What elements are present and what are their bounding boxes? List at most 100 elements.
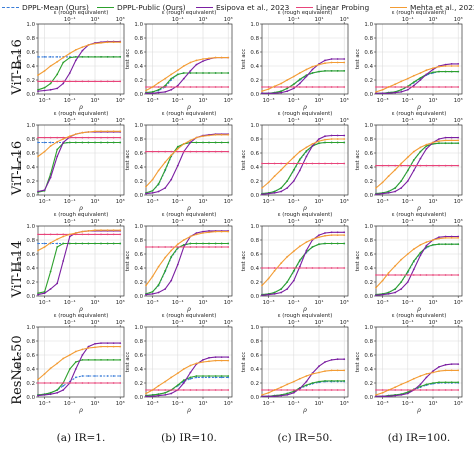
y-tick-label: 0.2 — [134, 280, 143, 286]
data-point — [419, 72, 422, 74]
data-point — [419, 150, 422, 153]
data-point — [37, 242, 39, 245]
data-point — [267, 181, 270, 184]
y-tick-label: 1.0 — [364, 123, 373, 129]
top-tick-label: 10¹ — [428, 218, 437, 225]
top-axis-label: ε (rough equivalent) — [54, 111, 109, 117]
data-point — [450, 139, 453, 142]
data-point — [419, 383, 422, 386]
data-point — [208, 246, 210, 248]
series-line — [37, 141, 121, 193]
top-tick-label: 10⁻¹ — [172, 117, 184, 124]
data-point — [412, 81, 415, 83]
data-point — [336, 389, 339, 391]
data-point — [100, 56, 102, 58]
data-point — [170, 154, 173, 157]
top-axis-label: ε (rough equivalent) — [162, 212, 217, 218]
y-tick-label: 0.4 — [134, 367, 143, 373]
data-point — [170, 178, 173, 181]
data-point — [74, 350, 77, 353]
data-point — [438, 370, 440, 372]
data-point — [324, 86, 326, 88]
data-point — [68, 242, 71, 245]
data-point — [157, 88, 160, 91]
data-point — [375, 395, 377, 398]
data-point — [419, 146, 422, 149]
data-point — [336, 70, 339, 72]
legend-label: DPPL-Mean (Ours) — [22, 2, 89, 12]
data-point — [330, 70, 333, 72]
data-point — [49, 80, 52, 83]
data-point — [412, 260, 415, 262]
data-point — [112, 41, 115, 44]
top-tick-label: 10³ — [116, 319, 125, 326]
data-point — [394, 274, 397, 276]
data-point — [145, 89, 147, 92]
series-line — [145, 231, 229, 286]
data-point — [151, 91, 154, 93]
data-point — [305, 86, 308, 88]
data-point — [280, 86, 283, 88]
x-tick-label: 10¹ — [198, 400, 207, 407]
data-point — [311, 373, 314, 375]
data-point — [56, 56, 59, 58]
data-point — [261, 193, 263, 196]
data-point — [56, 87, 59, 90]
data-point — [450, 86, 453, 88]
data-point — [227, 389, 230, 391]
data-point — [119, 80, 122, 83]
data-point — [145, 395, 147, 398]
data-point — [387, 86, 390, 88]
data-point — [406, 169, 409, 172]
data-point — [220, 242, 223, 245]
data-point — [81, 136, 84, 139]
chart-panel: 0.0 0.2 0.4 0.6 0.8 1.0 10⁻³ 10⁻¹ 10¹ 10³ 10⁻¹ 10¹ 1… — [241, 313, 349, 414]
data-point — [119, 41, 122, 44]
data-point — [182, 72, 185, 74]
legend-label: Esipova et al., 2023 — [216, 2, 290, 12]
y-axis-label: test acc — [355, 150, 361, 171]
y-tick-label: 1.0 — [134, 123, 143, 129]
data-point — [202, 150, 204, 153]
x-axis-label: ρ — [302, 205, 307, 212]
data-point — [273, 291, 276, 294]
data-point — [170, 376, 173, 379]
top-axis-label: ε (rough equivalent) — [392, 212, 447, 218]
legend-swatch — [196, 6, 213, 8]
data-point — [151, 178, 154, 181]
data-point — [273, 85, 276, 88]
x-tick-label: 10³ — [340, 198, 349, 205]
data-point — [68, 368, 71, 370]
data-point — [305, 155, 308, 158]
data-point — [37, 74, 39, 76]
data-point — [286, 394, 289, 396]
top-tick-label: 10³ — [454, 117, 463, 124]
data-point — [157, 394, 160, 397]
data-point — [286, 281, 289, 283]
data-point — [343, 380, 346, 382]
data-point — [343, 389, 346, 391]
data-point — [394, 386, 397, 389]
data-point — [311, 86, 314, 88]
data-point — [81, 80, 84, 83]
data-point — [267, 389, 270, 391]
data-point — [457, 70, 460, 73]
x-tick-label: 10⁻¹ — [172, 198, 184, 205]
data-point — [273, 395, 276, 398]
data-point — [220, 376, 223, 379]
x-tick-label: 10³ — [116, 97, 125, 104]
data-point — [202, 58, 204, 60]
y-tick-label: 0.2 — [364, 78, 373, 84]
series-line — [37, 359, 121, 396]
data-point — [195, 86, 198, 88]
y-tick-label: 0.0 — [134, 193, 143, 199]
data-point — [273, 192, 276, 194]
data-point — [119, 136, 122, 139]
data-point — [387, 190, 390, 193]
top-tick-label: 10⁻¹ — [64, 16, 76, 23]
data-point — [87, 56, 90, 58]
series-line — [376, 71, 459, 94]
data-point — [425, 145, 428, 147]
y-tick-label: 1.0 — [250, 22, 259, 28]
data-point — [189, 139, 192, 142]
